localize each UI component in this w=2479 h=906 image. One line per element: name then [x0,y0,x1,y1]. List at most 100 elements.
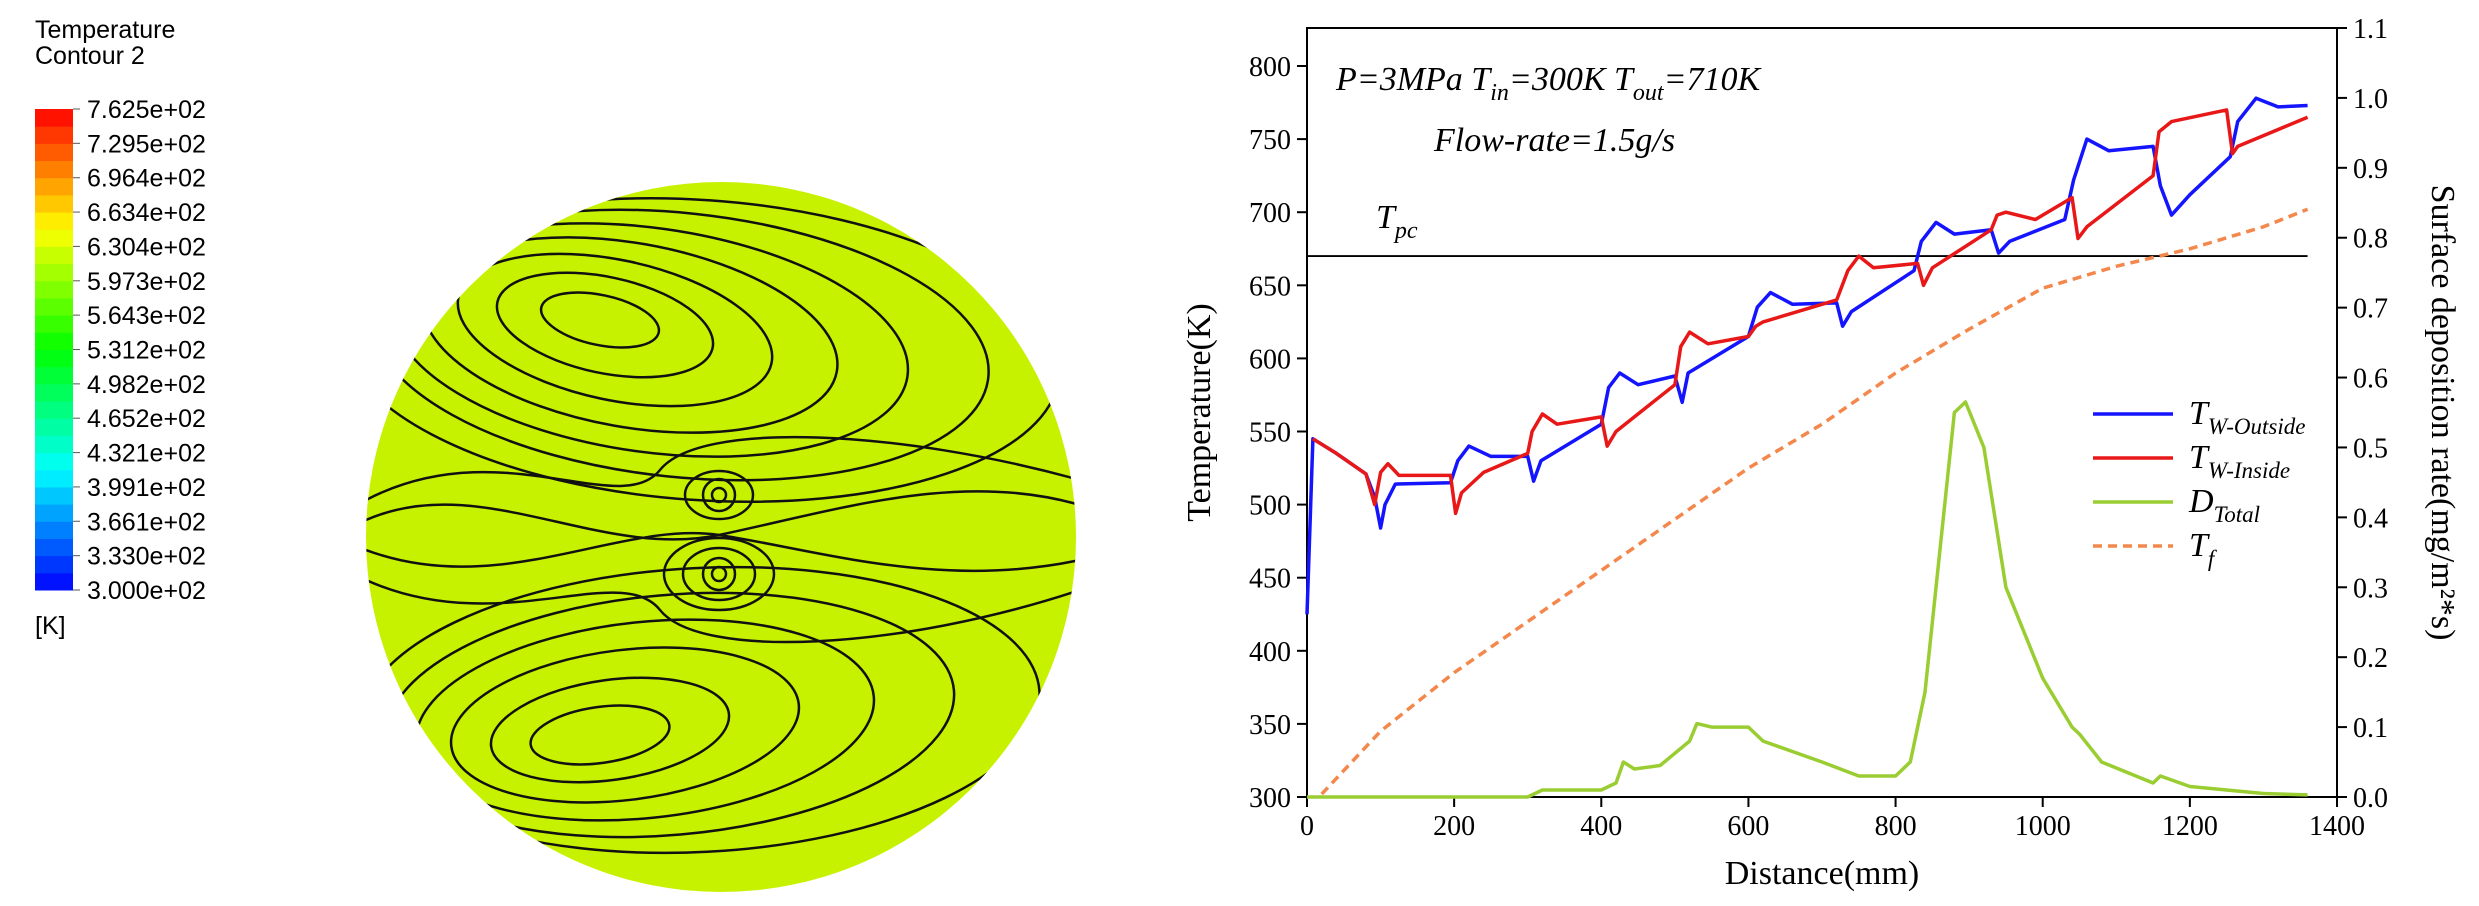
colorbar-tick-label: 7.625e+02 [87,96,206,124]
legend-name: T [2189,395,2210,432]
y-tick-label: 800 [1249,52,1291,83]
colorbar-band [35,572,73,591]
colorbar-band [35,297,73,316]
annotation-part: Flow-rate=1.5g/s [1433,122,1675,159]
y-axis-label: Temperature(K) [1181,303,1218,522]
legend-subscript: W-Inside [2208,458,2290,483]
annotation-part: P=3MPa T [1335,61,1492,98]
y2-tick-label: 0.9 [2353,154,2388,185]
legend-subscript: Total [2214,502,2260,527]
legend-label: TW-Inside [2189,439,2290,483]
streamlines [366,197,1076,855]
y2-tick-label: 0.5 [2353,433,2388,464]
colorbar-tick-label: 6.964e+02 [87,165,206,193]
colorbar-band [35,538,73,557]
colorbar-band [35,332,73,350]
line-chart: 0 200 400 600 800 1000 1200 1400 300 350 400 450 500… [1181,14,2461,892]
colorbar-band [35,486,73,505]
colorbar-tick-label: 6.634e+02 [87,199,206,227]
legend-name: T [2189,527,2210,564]
y2-tick-label: 0.4 [2353,503,2388,534]
colorbar-tick-label: 3.991e+02 [87,474,206,502]
series-line [1305,96,2308,615]
x-axis-label: Distance(mm) [1725,855,1920,892]
y2-tick-label: 0.8 [2353,224,2388,255]
reference-label-main: T [1376,199,1397,236]
colorbar-band [35,194,73,213]
colorbar-tick-label: 3.330e+02 [87,543,206,571]
series-line [1307,400,2308,799]
y2-tick-label: 0.6 [2353,364,2388,395]
y-tick-label: 500 [1249,491,1291,522]
colorbar-tick-label: 5.973e+02 [87,268,206,296]
series-line [1320,207,2309,796]
contour-disk [366,182,1076,892]
colorbar-band [35,401,73,419]
y2-tick-label: 1.1 [2353,14,2388,45]
x-tick-label: 600 [1727,811,1769,842]
colorbar-tick-label: 5.643e+02 [87,302,206,330]
colorbar-tick-label: 3.661e+02 [87,508,206,536]
annotation-part: in [1490,80,1509,106]
reference-label: Tpc [1376,199,1418,244]
colorbar-band [35,349,73,368]
x-tick-label: 400 [1580,811,1622,842]
x-tick-label: 1000 [2015,811,2071,842]
y-tick-label: 400 [1249,637,1291,668]
annotation: Flow-rate=1.5g/s [1433,122,1675,159]
colorbar-title: Temperature [35,16,175,44]
plot-frame [1306,27,2338,798]
y2-tick-label: 1.0 [2353,84,2388,115]
y-tick-label: 350 [1249,710,1291,741]
annotation-part: =710K [1664,61,1763,98]
y2-tick-label: 0.3 [2353,573,2388,604]
legend-name: T [2189,439,2210,476]
y-tick-label: 700 [1249,198,1291,229]
colorbar-band [35,229,73,247]
legend-subscript: W-Outside [2208,414,2306,439]
colorbar-tick-label: 4.321e+02 [87,440,206,468]
annotation-part: =300K T [1509,61,1635,98]
colorbar-band [35,177,73,196]
colorbar-band [35,315,73,333]
colorbar-tick-label: 3.000e+02 [87,577,206,605]
colorbar-tick-label: 6.304e+02 [87,233,206,261]
x-tick-label: 800 [1875,811,1917,842]
y-tick-label: 750 [1249,125,1291,156]
colorbar-band [35,435,73,454]
annotation-part: out [1633,80,1665,106]
x-tick-label: 1200 [2162,811,2218,842]
colorbar-band [35,109,73,127]
colorbar-band [35,263,73,282]
legend-name: D [2188,483,2214,520]
legend-label: Tf [2189,527,2218,571]
colorbar-band [35,452,73,471]
colorbar-band [35,383,73,402]
colorbar-tick-label: 4.982e+02 [87,371,206,399]
colorbar-tick-label: 5.312e+02 [87,337,206,365]
y-tick-label: 300 [1249,783,1291,814]
colorbar-band [35,246,73,265]
y-tick-label: 600 [1249,344,1291,375]
annotation: P=3MPa Tin=300K Tout=710K [1335,61,1763,106]
colorbar-band [35,418,73,436]
colorbar-band [35,126,73,144]
y-tick-label: 650 [1249,271,1291,302]
y2-tick-label: 0.0 [2353,783,2388,814]
y2-tick-label: 0.7 [2353,294,2388,325]
y-tick-label: 550 [1249,418,1291,449]
colorbar-band [35,504,73,522]
colorbar-band [35,469,73,488]
colorbar-unit: [K] [35,612,66,640]
legend-subscript: f [2208,546,2218,571]
reference-label-sub: pc [1393,218,1418,244]
colorbar-subtitle: Contour 2 [35,42,145,70]
series-line [1311,108,2309,516]
colorbar-band [35,366,73,385]
colorbar-band [35,212,73,230]
colorbar-band [35,143,73,162]
colorbar-band [35,521,73,539]
x-tick-label: 200 [1433,811,1475,842]
y-tick-label: 450 [1249,564,1291,595]
